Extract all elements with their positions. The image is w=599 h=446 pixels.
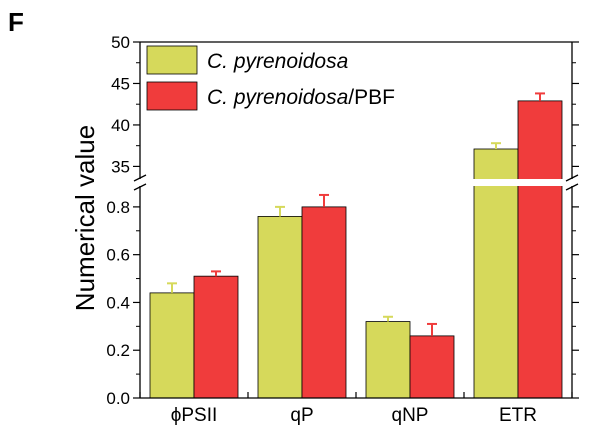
panel-label: F [8, 7, 24, 37]
y-tick-label: 35 [111, 157, 130, 176]
legend-entry-species: C. pyrenoidosa [207, 86, 348, 109]
axis-break-gap [137, 179, 575, 186]
axis-break-mark-left [133, 183, 147, 191]
x-tick-label: qP [290, 405, 313, 426]
axis-break-mark-left [133, 174, 147, 182]
bar [473, 148, 519, 399]
bar [257, 216, 303, 399]
y-tick-label: 0.4 [106, 293, 130, 312]
axis-break-mark-right [565, 174, 579, 182]
y-tick-label: 0.0 [106, 389, 130, 408]
y-tick-label: 0.8 [106, 198, 130, 217]
bar [193, 275, 239, 399]
x-tick-label: ETR [499, 405, 537, 426]
bar [409, 335, 455, 399]
bar [301, 206, 347, 399]
x-tick-label: ϕPSII [171, 405, 218, 426]
legend-swatch [146, 45, 198, 75]
bar [365, 321, 411, 399]
legend-entry: C. pyrenoidosa [207, 50, 348, 73]
y-tick-label: 45 [111, 74, 130, 93]
y-tick-label: 50 [111, 33, 130, 52]
y-tick-label: 0.2 [106, 341, 130, 360]
y-tick-label: 0.6 [106, 246, 130, 265]
plot-area: ϕPSII qP qNP ETR 0.0 0.2 0.4 0.6 0.8 35 40 45 50 [106, 33, 579, 426]
legend-entry-suffix: /PBF [348, 86, 395, 109]
bar [149, 292, 195, 399]
legend-swatch [146, 81, 198, 111]
y-axis-label: Numerical value [70, 125, 100, 311]
y-tick-label: 40 [111, 116, 130, 135]
bar [517, 100, 563, 399]
legend-entry: C. pyrenoidosa/PBF [207, 86, 395, 109]
legend-entry-species: C. pyrenoidosa [207, 50, 348, 73]
x-tick-label: qNP [392, 405, 429, 426]
axis-break-mark-right [565, 183, 579, 191]
